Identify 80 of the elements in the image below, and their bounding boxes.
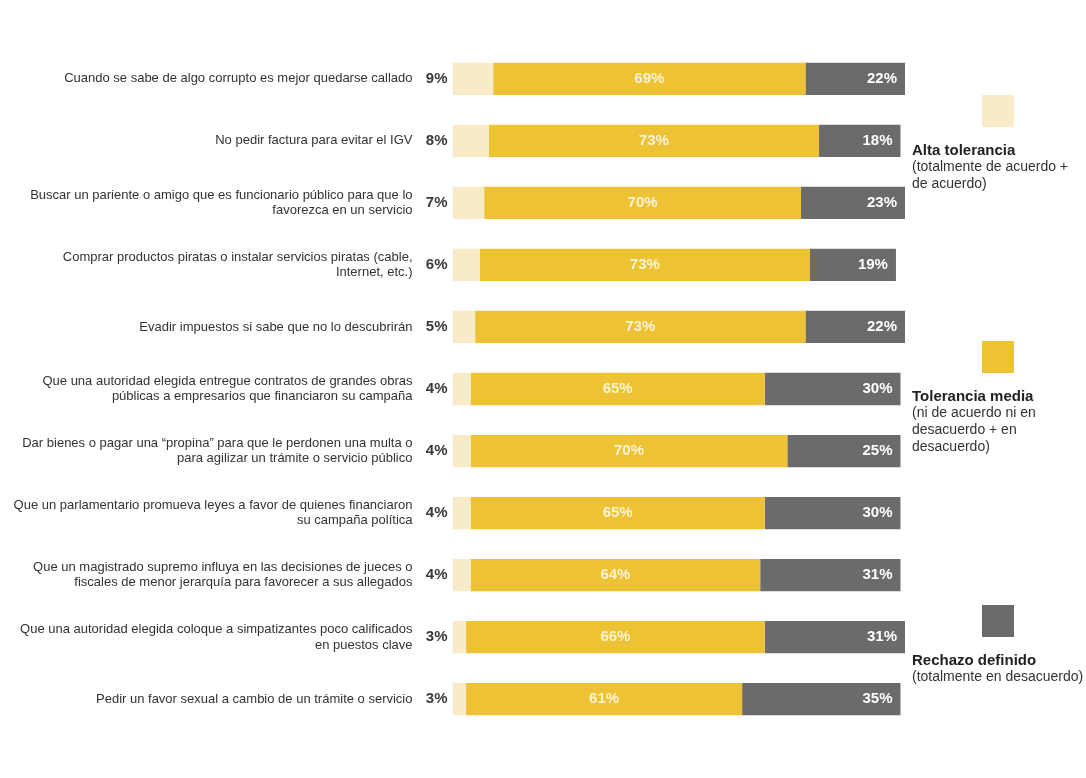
y-tick-label: Buscar un pariente o amigo que es funcionario público para que lo favorezca en un servicio [30, 186, 413, 218]
bar [800, 186, 905, 220]
bar [470, 558, 761, 592]
y-tick-label: Que un parlamentario promueva leyes a favor de quienes financiaron su campaña política [13, 496, 414, 528]
bar [452, 310, 476, 344]
data-label: 4% [425, 379, 448, 397]
bar [488, 124, 820, 157]
bar [484, 186, 801, 220]
legend-label: Tolerancia media (ni de acuerdo ni en desacuerdo + en desacuerdo) [912, 387, 1037, 456]
data-label: 25% [862, 441, 893, 459]
data-label: 30% [862, 503, 893, 521]
bar [452, 683, 467, 716]
bar [470, 434, 788, 468]
data-label: 22% [866, 317, 897, 335]
data-label: 69% [634, 68, 665, 86]
data-label: 31% [866, 627, 897, 645]
bar [452, 186, 485, 220]
bar [764, 496, 901, 530]
bar [452, 621, 467, 654]
bar [809, 248, 896, 282]
bar [479, 248, 810, 282]
data-label: 35% [862, 689, 893, 707]
bar [470, 496, 765, 530]
bar [452, 558, 471, 592]
data-label: 22% [866, 68, 897, 86]
data-label: 64% [600, 565, 631, 583]
bar [452, 248, 480, 282]
data-label: 30% [862, 379, 893, 397]
data-label: 65% [602, 503, 633, 521]
bar [475, 310, 806, 344]
legend-label: Alta tolerancia (totalmente de acuerdo + de acuerdo) [912, 140, 1070, 192]
data-label: 19% [857, 255, 888, 273]
data-label: 3% [425, 689, 448, 707]
y-tick-label: Pedir un favor sexual a cambio de un trámite o servicio [96, 690, 413, 706]
data-label: 73% [638, 131, 669, 148]
bar [452, 496, 471, 530]
data-label: 4% [425, 441, 448, 459]
bar [466, 683, 743, 716]
bar [787, 434, 901, 468]
y-tick-label: Que un magistrado supremo influya en las decisiones de jueces o fiscales de menor jerarquía para favorecer a sus allegados [33, 558, 413, 590]
bar [452, 372, 471, 406]
bar [466, 621, 765, 654]
y-tick-label: Que una autoridad elegida coloque a simpatizantes poco calificados en puestos clave [20, 620, 413, 652]
data-label: 61% [589, 689, 620, 707]
data-label: 6% [425, 255, 448, 273]
bar [805, 310, 905, 344]
data-label: 7% [425, 193, 448, 211]
data-label: 65% [602, 379, 633, 397]
bar [742, 683, 901, 716]
bar [493, 62, 806, 95]
data-label: 70% [627, 193, 658, 211]
data-label: 23% [866, 193, 897, 211]
y-tick-label: Comprar productos piratas o instalar servicios piratas (cable, Internet, etc.) [62, 248, 413, 280]
bar [764, 621, 905, 654]
bar [452, 124, 489, 157]
data-label: 5% [425, 317, 448, 335]
y-tick-label: Dar bienes o pagar una “propina” para que le perdonen una multa o para agilizar un trámite o servicio público [22, 434, 413, 466]
data-label: 66% [600, 627, 631, 645]
y-tick-label: Evadir impuestos si sabe que no lo descubrirán [139, 318, 413, 334]
legend-label: Rechazo definido (totalmente en desacuerdo) [912, 651, 1084, 686]
y-tick-label: Que una autoridad elegida entregue contratos de grandes obras públicas a empresarios que financiaron su campaña [42, 372, 414, 404]
bar [805, 62, 905, 95]
data-label: 31% [862, 565, 893, 583]
y-tick-label: Cuando se sabe de algo corrupto es mejor quedarse callado [64, 70, 413, 86]
data-label: 73% [629, 255, 660, 273]
data-label: 70% [613, 441, 644, 459]
bar [470, 372, 765, 406]
data-label: 3% [425, 627, 448, 645]
y-tick-label: No pedir factura para evitar el IGV [215, 132, 413, 148]
data-label: 4% [425, 503, 448, 521]
data-label: 4% [425, 565, 448, 583]
bar [819, 124, 901, 157]
bar [452, 434, 471, 468]
data-label: 8% [425, 131, 448, 148]
data-label: 9% [425, 68, 448, 86]
bar [760, 558, 901, 592]
bar [452, 62, 494, 95]
bar [764, 372, 901, 406]
data-label: 18% [862, 131, 893, 148]
data-label: 73% [625, 317, 656, 335]
